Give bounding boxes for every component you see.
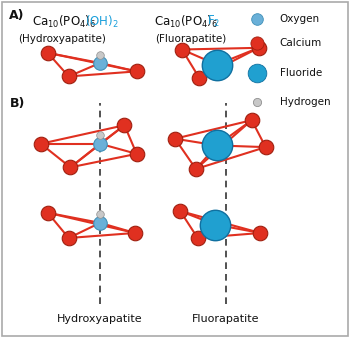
Text: (Fluorapatite): (Fluorapatite) [155, 34, 226, 44]
Text: Ca$_{10}$(PO$_{4}$)$_{6}$: Ca$_{10}$(PO$_{4}$)$_{6}$ [32, 14, 97, 30]
Point [45, 210, 50, 215]
Point [254, 40, 260, 46]
Point [212, 222, 218, 227]
Text: Fluorapatite: Fluorapatite [192, 314, 259, 324]
Text: Hydrogen: Hydrogen [280, 97, 330, 107]
Point [97, 132, 103, 138]
Point [97, 141, 103, 146]
Point [256, 45, 261, 50]
Point [254, 70, 260, 76]
Point [45, 50, 50, 55]
Point [214, 62, 220, 67]
Point [214, 143, 220, 148]
Point [97, 60, 103, 66]
Point [66, 74, 71, 79]
Point [132, 230, 138, 236]
Text: (Hydroxyapatite): (Hydroxyapatite) [18, 34, 106, 44]
Point [249, 118, 254, 123]
Point [254, 99, 260, 104]
Point [263, 144, 268, 150]
Point [193, 166, 199, 172]
Point [172, 136, 178, 141]
Text: A): A) [9, 9, 25, 22]
Text: (OH)$_{2}$: (OH)$_{2}$ [85, 14, 119, 30]
FancyBboxPatch shape [2, 2, 348, 336]
Text: B): B) [9, 97, 25, 110]
Point [258, 230, 263, 236]
Text: Calcium: Calcium [280, 38, 322, 48]
Text: Fluoride: Fluoride [280, 68, 322, 78]
Point [97, 52, 103, 57]
Point [122, 123, 127, 128]
Text: Hydroxyapatite: Hydroxyapatite [57, 314, 143, 324]
Point [254, 17, 260, 22]
Point [134, 69, 139, 74]
Point [197, 75, 202, 81]
Point [179, 47, 185, 52]
Text: Oxygen: Oxygen [280, 14, 320, 24]
Point [195, 235, 201, 241]
Point [97, 212, 103, 217]
Point [134, 151, 139, 156]
Text: Ca$_{10}$(PO$_{4}$)$_{6}$: Ca$_{10}$(PO$_{4}$)$_{6}$ [154, 14, 218, 30]
Point [68, 165, 73, 170]
Point [177, 208, 183, 214]
Point [66, 235, 71, 241]
Text: F$_{2}$: F$_{2}$ [207, 14, 220, 29]
Point [97, 220, 103, 225]
Point [38, 141, 44, 146]
